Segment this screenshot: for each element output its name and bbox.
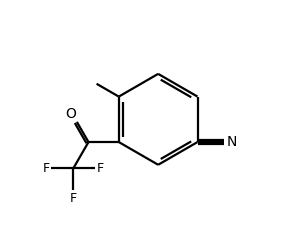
Text: F: F [70, 192, 77, 205]
Text: O: O [65, 107, 76, 121]
Text: F: F [97, 162, 104, 175]
Text: N: N [226, 135, 237, 149]
Text: F: F [43, 162, 50, 175]
